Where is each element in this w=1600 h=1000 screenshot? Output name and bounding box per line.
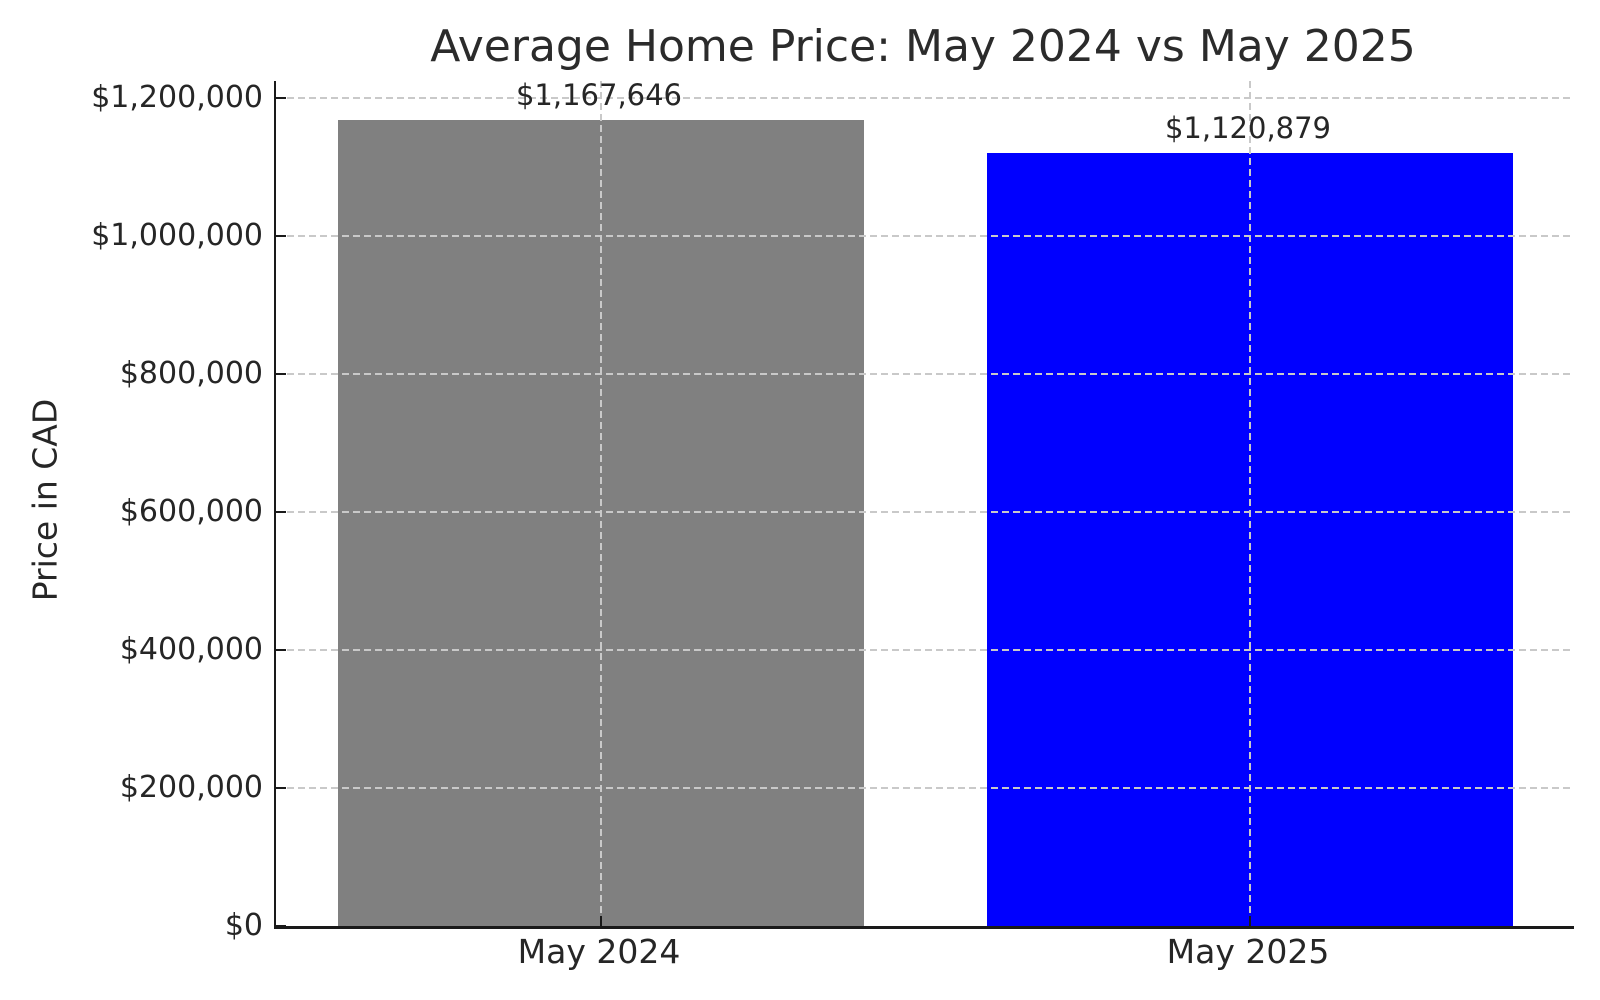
y-tick-mark (276, 373, 286, 375)
gridline-horizontal (276, 235, 1574, 237)
gridline-horizontal (276, 97, 1574, 99)
gridline-horizontal (276, 649, 1574, 651)
plot-area (274, 81, 1574, 929)
y-tick-label: $200,000 (119, 770, 263, 805)
y-tick-label: $1,000,000 (91, 218, 263, 253)
y-tick-mark (276, 787, 286, 789)
bar-value-label: $1,120,879 (1164, 111, 1332, 145)
gridline-vertical (1249, 81, 1251, 926)
y-tick-label: $1,200,000 (91, 80, 263, 115)
y-tick-mark (276, 925, 286, 927)
chart-title: Average Home Price: May 2024 vs May 2025 (430, 21, 1416, 72)
y-tick-mark (276, 511, 286, 513)
x-tick-label: May 2025 (1166, 932, 1330, 971)
y-tick-label: $400,000 (119, 632, 263, 667)
y-tick-mark (276, 649, 286, 651)
gridline-vertical (600, 81, 602, 926)
y-tick-mark (276, 97, 286, 99)
x-tick-label: May 2024 (517, 932, 681, 971)
y-tick-label: $800,000 (119, 356, 263, 391)
x-tick-mark (1249, 916, 1251, 926)
bar-value-label: $1,167,646 (515, 78, 683, 112)
gridline-horizontal (276, 373, 1574, 375)
x-tick-mark (600, 916, 602, 926)
y-tick-label: $0 (224, 908, 263, 943)
gridline-horizontal (276, 511, 1574, 513)
gridline-horizontal (276, 787, 1574, 789)
y-tick-label: $600,000 (119, 494, 263, 529)
y-tick-mark (276, 235, 286, 237)
